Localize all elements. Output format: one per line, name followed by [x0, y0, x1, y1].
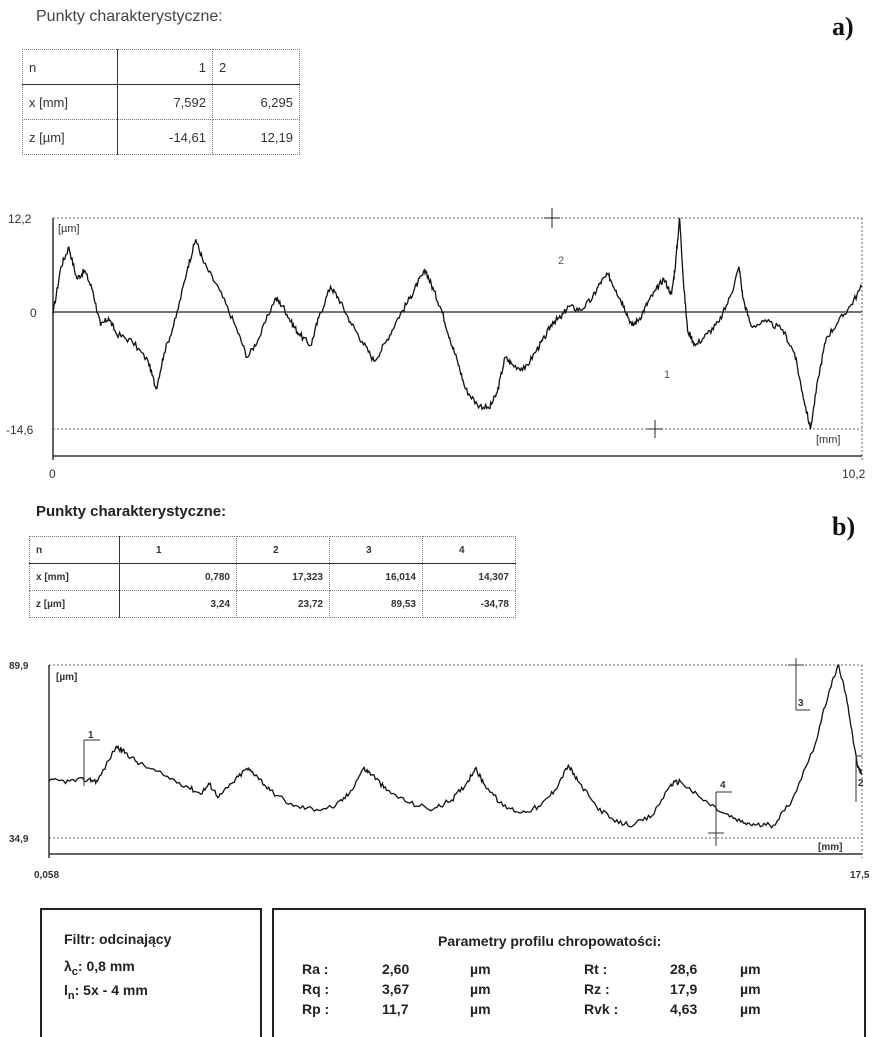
param-u2: µm: [740, 981, 761, 997]
chart-b-point-3-marker: [788, 658, 810, 711]
table-header-cell: 3: [329, 536, 423, 564]
param-v2: 4,63: [670, 1001, 698, 1017]
chart-a-point-1-marker: [647, 420, 663, 438]
param-u1: µm: [470, 961, 491, 977]
chart-b-point-4-label: 4: [720, 780, 726, 791]
lambda-symbol: λ: [64, 958, 72, 974]
table-header-cell: n: [22, 49, 118, 85]
ln-subscript: n: [67, 989, 75, 1002]
panel-b-points-table: n 1 2 3 4 x [mm] 0,780 17,323 16,014 14,…: [29, 536, 516, 618]
table-header-cell: 2: [212, 49, 300, 85]
filter-info-box: Filtr: odcinający λc: 0,8 mm ln: 5x - 4 …: [40, 908, 262, 1037]
param-n1: Ra :: [302, 961, 329, 977]
roughness-parameters-box: Parametry profilu chropowatości: Ra : 2,6…: [272, 908, 866, 1037]
chart-a-ytick-zero: 0: [30, 306, 37, 320]
chart-a-x-unit: [mm]: [816, 434, 840, 446]
param-n1: Rq :: [302, 981, 330, 997]
filter-lambda-c: λc: 0,8 mm: [64, 958, 135, 978]
chart-b-x-unit: [mm]: [818, 842, 842, 853]
chart-a-point-2-label: 2: [558, 255, 564, 267]
ln-value: : 5x - 4 mm: [74, 982, 148, 998]
table-cell: -34,78: [422, 590, 516, 618]
table-header-cell: 2: [236, 536, 330, 564]
chart-a-profile-line: [52, 217, 863, 430]
chart-a-xtick-right: 10,2: [842, 467, 866, 481]
chart-b-xtick-left: 0,058: [34, 870, 59, 881]
ln-symbol: l: [64, 982, 68, 998]
chart-a-ytick-bottom: -14,6: [6, 423, 34, 437]
panel-a-title: Punkty charakterystyczne:: [36, 8, 223, 25]
lambda-c-value: : 0,8 mm: [77, 958, 135, 974]
chart-b-point-4-marker: [708, 791, 732, 846]
table-cell: 23,72: [236, 590, 330, 618]
param-n2: Rvk :: [584, 1001, 619, 1017]
lambda-subscript: c: [71, 965, 78, 978]
chart-a-xtick-left: 0: [49, 467, 56, 481]
table-row: z [µm] -14,61 12,19: [22, 119, 300, 155]
chart-a-point-1-label: 1: [664, 369, 670, 381]
panel-a-points-table: n 1 2 x [mm] 7,592 6,295 z [µm] -14,61 1…: [22, 49, 300, 155]
param-u2: µm: [740, 1001, 761, 1017]
chart-a-ytick-top: 12,2: [8, 212, 32, 226]
chart-b-point-2-marker: [855, 755, 862, 802]
param-v2: 28,6: [670, 961, 698, 977]
param-u1: µm: [470, 981, 491, 997]
table-header-cell: 4: [422, 536, 516, 564]
table-header-cell: 1: [119, 536, 237, 564]
param-n1: Rp :: [302, 1001, 330, 1017]
table-cell: 7,592: [117, 84, 213, 120]
table-header-row: n 1 2 3 4: [29, 536, 516, 564]
params-title: Parametry profilu chropowatości:: [438, 933, 662, 949]
param-u2: µm: [740, 961, 761, 977]
table-header-row: n 1 2: [22, 49, 300, 85]
table-cell: z [µm]: [29, 590, 120, 618]
table-cell: x [mm]: [29, 563, 120, 591]
chart-b-ytick-bottom: 34,9: [9, 834, 29, 845]
chart-b-point-2-label: 2: [858, 778, 864, 789]
param-v1: 3,67: [382, 981, 410, 997]
table-row: x [mm] 0,780 17,323 16,014 14,307: [29, 563, 516, 591]
table-cell: 16,014: [329, 563, 423, 591]
table-row: x [mm] 7,592 6,295: [22, 84, 300, 120]
chart-b-profile-line: [48, 664, 863, 829]
table-header-cell: 1: [117, 49, 213, 85]
chart-b-y-unit: [µm]: [56, 672, 77, 683]
param-u1: µm: [470, 1001, 491, 1017]
filter-ln: ln: 5x - 4 mm: [64, 982, 148, 1002]
table-cell: 17,323: [236, 563, 330, 591]
param-n2: Rt :: [584, 961, 608, 977]
table-cell: x [mm]: [22, 84, 118, 120]
table-cell: z [µm]: [22, 119, 118, 155]
chart-b-point-1-marker: [83, 739, 100, 786]
table-cell: 89,53: [329, 590, 423, 618]
table-cell: -14,61: [117, 119, 213, 155]
chart-b-point-1-label: 1: [88, 730, 94, 741]
chart-a-y-unit: [µm]: [58, 223, 80, 235]
panel-b-title: Punkty charakterystyczne:: [36, 503, 227, 520]
chart-a-roughness-profile: 12,2 0 -14,6 0 10,2 [µm] [mm] 2 1: [6, 208, 866, 481]
param-n2: Rz :: [584, 981, 610, 997]
param-v1: 11,7: [382, 1001, 409, 1017]
filter-title: Filtr: odcinający: [64, 931, 172, 947]
table-cell: 0,780: [119, 563, 237, 591]
chart-a-point-2-marker: [544, 208, 560, 228]
chart-b-point-3-label: 3: [798, 698, 804, 709]
chart-b-roughness-profile: 89,9 34,9 0,058 17,5 [µm] [mm] 1 2 3 4: [9, 658, 870, 881]
table-cell: 14,307: [422, 563, 516, 591]
param-v1: 2,60: [382, 961, 410, 977]
param-v2: 17,9: [670, 981, 698, 997]
table-row: z [µm] 3,24 23,72 89,53 -34,78: [29, 590, 516, 618]
table-cell: 12,19: [212, 119, 300, 155]
panel-b-letter: b): [832, 512, 856, 541]
chart-b-xtick-right: 17,5: [850, 870, 870, 881]
chart-b-ytick-top: 89,9: [9, 661, 29, 672]
table-cell: 3,24: [119, 590, 237, 618]
table-header-cell: n: [29, 536, 120, 564]
table-cell: 6,295: [212, 84, 300, 120]
panel-a-letter: a): [832, 12, 854, 41]
